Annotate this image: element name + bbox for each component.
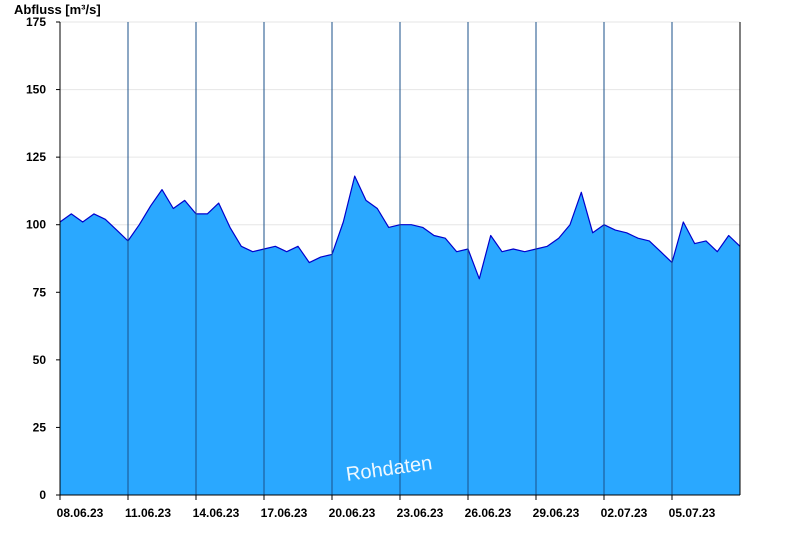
x-tick-label: 29.06.23 — [533, 506, 580, 520]
y-axis-ticks: 0 25 50 75 100 125 150 175 — [26, 15, 60, 502]
y-tick-label: 50 — [33, 353, 47, 367]
x-tick-label: 02.07.23 — [601, 506, 648, 520]
y-tick-label: 25 — [33, 420, 47, 434]
y-tick-label: 175 — [26, 15, 46, 29]
x-tick-label: 14.06.23 — [193, 506, 240, 520]
y-tick-label: 100 — [26, 218, 46, 232]
x-tick-label: 08.06.23 — [57, 506, 104, 520]
x-tick-label: 26.06.23 — [465, 506, 512, 520]
y-tick-label: 125 — [26, 150, 46, 164]
y-axis-title: Abfluss [m³/s] — [14, 2, 101, 17]
y-tick-label: 0 — [39, 488, 46, 502]
x-tick-label: 17.06.23 — [261, 506, 308, 520]
x-tick-label: 23.06.23 — [397, 506, 444, 520]
x-tick-label: 11.06.23 — [125, 506, 171, 520]
y-tick-label: 75 — [33, 285, 47, 299]
y-tick-label: 150 — [26, 83, 46, 97]
x-tick-label: 20.06.23 — [329, 506, 376, 520]
date-separator-lines — [127, 22, 673, 495]
x-axis-ticks: 08.06.23 11.06.23 14.06.23 17.06.23 20.06.23… — [57, 495, 716, 520]
x-tick-label: 05.07.23 — [669, 506, 716, 520]
